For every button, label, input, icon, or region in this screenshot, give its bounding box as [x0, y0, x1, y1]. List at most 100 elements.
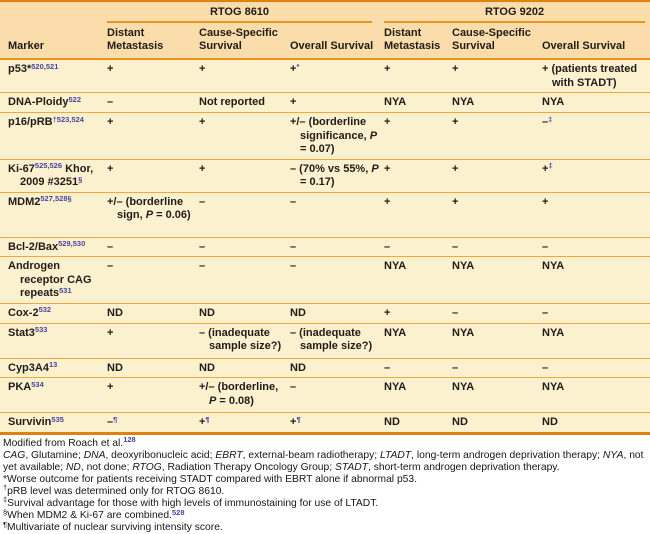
abbreviations-note: CAG, Glutamine; DNA, deoxyribonucleic ac… [3, 450, 648, 474]
result-cell: + [199, 113, 290, 160]
group-label-rtog-8610: RTOG 8610 [107, 2, 372, 23]
result-cell: + (patients treated with STADT) [542, 59, 650, 93]
marker-cell: Ki-67525,526 Khor, 2009 #3251§ [0, 159, 107, 192]
result-cell: ND [199, 358, 290, 378]
result-cell: + [107, 113, 199, 160]
table-row: Ki-67525,526 Khor, 2009 #3251§++– (70% v… [0, 159, 650, 192]
group-label-rtog-9202: RTOG 9202 [384, 2, 645, 23]
result-cell: NYA [452, 257, 542, 304]
result-cell: NYA [384, 93, 452, 113]
result-cell: + [384, 192, 452, 237]
result-cell: ND [384, 413, 452, 434]
result-cell: ND [290, 358, 384, 378]
table-body: p53*520,521+++*+++ (patients treated wit… [0, 59, 650, 433]
result-cell: +¶ [199, 413, 290, 434]
result-cell: NYA [542, 257, 650, 304]
result-cell: – [384, 358, 452, 378]
result-cell: ND [107, 358, 199, 378]
result-cell: + [199, 59, 290, 93]
marker-cell: Androgen receptor CAG repeats531 [0, 257, 107, 304]
column-header-marker: Marker [0, 23, 107, 59]
result-cell: – (inadequate sample size?) [290, 323, 384, 358]
footnote-pilcrow: ¶Multivariate of nuclear surviving inten… [3, 522, 648, 534]
result-cell: – [384, 237, 452, 257]
result-cell: + [384, 113, 452, 160]
table-header: RTOG 8610 RTOG 9202 Marker Distant Metas… [0, 1, 650, 59]
column-header-distant-metastasis-8610: Distant Metastasis [107, 23, 199, 59]
result-cell: NYA [542, 93, 650, 113]
result-cell: – [290, 192, 384, 237]
result-cell: +/– (borderline significance, P = 0.07) [290, 113, 384, 160]
column-header-cause-specific-survival-8610: Cause-Specific Survival [199, 23, 290, 59]
footnotes: Modified from Roach et al.128 CAG, Gluta… [0, 435, 650, 534]
result-cell: ND [452, 413, 542, 434]
table-row: p53*520,521+++*+++ (patients treated wit… [0, 59, 650, 93]
result-cell: – [290, 378, 384, 413]
result-cell: +‡ [542, 159, 650, 192]
result-cell: + [290, 93, 384, 113]
footnote-section: §When MDM2 & Ki-67 are combined.528 [3, 510, 648, 522]
result-cell: + [107, 323, 199, 358]
result-cell: – (inadequate sample size?) [199, 323, 290, 358]
result-cell: – [107, 237, 199, 257]
column-header-overall-survival-9202: Overall Survival [542, 23, 650, 59]
result-cell: NYA [542, 323, 650, 358]
column-header-row: Marker Distant Metastasis Cause-Specific… [0, 23, 650, 59]
result-cell: – [107, 93, 199, 113]
result-cell: + [384, 59, 452, 93]
result-cell: – [452, 358, 542, 378]
result-cell: +/– (borderline sign, P = 0.06) [107, 192, 199, 237]
result-cell: – [199, 192, 290, 237]
result-cell: + [542, 192, 650, 237]
footnote-dagger: †pRB level was determined only for RTOG … [3, 486, 648, 498]
group-rtog-8610: RTOG 8610 [107, 1, 384, 23]
marker-cell: Cyp3A413 [0, 358, 107, 378]
result-cell: + [107, 378, 199, 413]
result-cell: NYA [384, 323, 452, 358]
marker-cell: DNA-Ploidy522 [0, 93, 107, 113]
result-cell: + [199, 159, 290, 192]
footnote-double-dagger: ‡Survival advantage for those with high … [3, 498, 648, 510]
result-cell: + [452, 59, 542, 93]
source-note: Modified from Roach et al.128 [3, 438, 648, 450]
marker-cell: MDM2527,528§ [0, 192, 107, 237]
group-spacer [0, 1, 107, 23]
result-cell: – [542, 237, 650, 257]
table-row: Bcl-2/Bax529,530–––––– [0, 237, 650, 257]
result-cell: Not reported [199, 93, 290, 113]
result-cell: – [542, 303, 650, 323]
result-cell: + [452, 159, 542, 192]
result-cell: +¶ [290, 413, 384, 434]
table-row: Stat3533+– (inadequate sample size?)– (i… [0, 323, 650, 358]
result-cell: – [290, 257, 384, 304]
result-cell: NYA [384, 378, 452, 413]
result-cell: + [452, 113, 542, 160]
result-cell: – [199, 257, 290, 304]
marker-cell: PKA534 [0, 378, 107, 413]
result-cell: NYA [452, 378, 542, 413]
result-cell: ND [199, 303, 290, 323]
result-cell: – [290, 237, 384, 257]
result-cell: +/– (borderline, P = 0.08) [199, 378, 290, 413]
result-cell: +* [290, 59, 384, 93]
result-cell: ND [542, 413, 650, 434]
result-cell: ND [107, 303, 199, 323]
marker-cell: Stat3533 [0, 323, 107, 358]
result-cell: ND [290, 303, 384, 323]
result-cell: –‡ [542, 113, 650, 160]
result-cell: – [452, 303, 542, 323]
result-cell: – [107, 257, 199, 304]
result-cell: NYA [452, 323, 542, 358]
table-row: MDM2527,528§+/– (borderline sign, P = 0.… [0, 192, 650, 237]
group-rtog-9202: RTOG 9202 [384, 1, 650, 23]
result-cell: NYA [452, 93, 542, 113]
result-cell: + [107, 159, 199, 192]
biomarker-outcomes-table: RTOG 8610 RTOG 9202 Marker Distant Metas… [0, 0, 650, 435]
table-row: p16/pRB†523,524+++/– (borderline signifi… [0, 113, 650, 160]
footnote-asterisk: *Worse outcome for patients receiving ST… [3, 474, 648, 486]
